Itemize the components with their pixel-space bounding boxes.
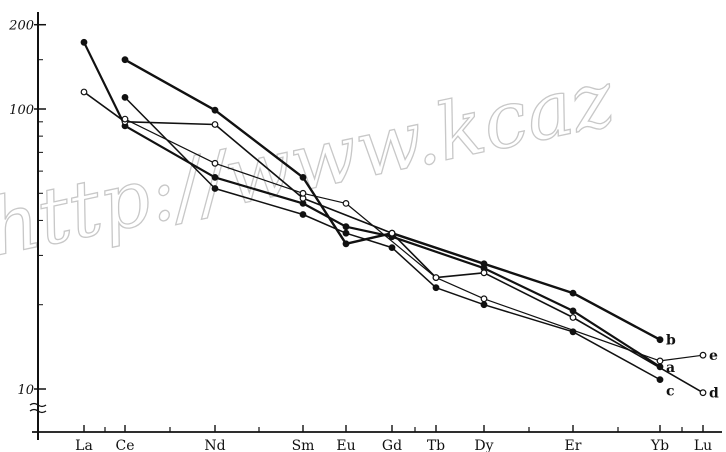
y-tick-label-100: 100: [9, 103, 34, 118]
axis-break-mark: [29, 408, 47, 414]
point-d-la: [80, 88, 88, 96]
x-axis-ticks: La Ce Nd Sm Eu Gd Tb Dy Er Yb Lu: [75, 425, 712, 452]
point-b-nd: [211, 106, 219, 114]
x-tick-label-er: Er: [565, 438, 582, 452]
series-labels: ab c d e: [666, 333, 719, 402]
x-tick-label-nd: Nd: [204, 438, 225, 452]
watermark-text: http://www.kcaz: [0, 54, 622, 274]
x-tick-label-dy: Dy: [474, 438, 493, 452]
series-group: [80, 38, 707, 397]
y-axis-ticks: 10 100 200: [8, 19, 46, 398]
point-d-er: [569, 314, 577, 321]
point-c-gd: [388, 244, 396, 252]
point-b-dy: [480, 260, 488, 268]
point-e-dy: [480, 295, 488, 303]
point-d-gd: [388, 229, 396, 237]
point-d-lu: [699, 389, 707, 397]
series-label-c: c: [666, 384, 675, 400]
x-tick-label-lu: Lu: [694, 438, 712, 452]
point-c-yb: [656, 376, 664, 384]
point-b-ce: [121, 56, 129, 64]
y-tick-label-10: 10: [17, 383, 34, 398]
point-d-dy: [480, 269, 488, 277]
point-a-nd: [211, 173, 219, 181]
point-c-nd: [211, 185, 219, 192]
point-e-eu: [342, 199, 350, 207]
y-tick-label-200: 200: [8, 19, 34, 34]
point-e-ce: [121, 115, 129, 123]
point-b-eu: [342, 240, 350, 248]
x-tick-label-yb: Yb: [650, 438, 669, 452]
point-c-dy: [480, 301, 488, 309]
point-c-sm: [299, 211, 307, 218]
series-label-e: e: [709, 348, 718, 364]
series-line-b: [124, 58, 661, 341]
point-e-yb: [656, 357, 664, 365]
chart-axes: [29, 12, 722, 440]
series-label-d: d: [709, 386, 719, 402]
point-e-sm: [299, 189, 307, 197]
series-label-a: a: [666, 360, 675, 376]
point-b-er: [569, 289, 577, 297]
point-c-tb: [432, 284, 440, 292]
point-a-eu: [342, 223, 350, 231]
point-a-la: [80, 38, 88, 46]
x-tick-label-la: La: [75, 438, 93, 452]
point-b-sm: [299, 173, 307, 181]
x-tick-label-ce: Ce: [116, 438, 135, 452]
x-tick-label-sm: Sm: [292, 438, 315, 452]
point-a-er: [569, 307, 577, 315]
point-c-eu: [342, 229, 350, 237]
series-line-e: [124, 118, 704, 362]
point-c-ce: [121, 93, 129, 101]
point-b-yb: [656, 336, 664, 344]
point-e-tb: [432, 274, 440, 282]
series-label-b: b: [666, 333, 676, 349]
x-tick-label-gd: Gd: [382, 438, 402, 452]
axis-break-mark: [29, 402, 47, 408]
x-tick-label-eu: Eu: [336, 438, 355, 452]
point-e-lu: [699, 351, 707, 359]
point-d-nd: [211, 121, 219, 128]
point-e-nd: [211, 159, 219, 167]
x-tick-label-tb: Tb: [427, 438, 445, 452]
